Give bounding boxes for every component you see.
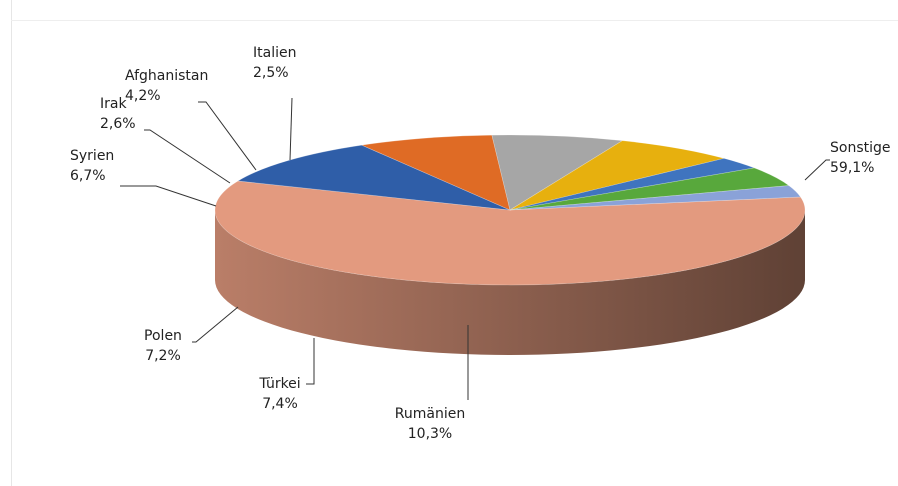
slice-sonstige <box>214 180 806 286</box>
category-label: Rumänien <box>395 406 465 422</box>
category-label: Sonstige <box>830 140 891 156</box>
value-label: 2,6% <box>100 116 136 132</box>
data-label-irak: Irak 2,6% <box>100 96 136 132</box>
category-label: Türkei <box>258 376 300 392</box>
value-label: 10,3% <box>408 426 452 442</box>
frame-border-top <box>11 20 898 21</box>
category-label: Irak <box>100 96 127 112</box>
category-label: Italien <box>253 45 296 61</box>
value-label: 7,2% <box>145 348 181 364</box>
leader-line-turkei <box>306 338 315 385</box>
leader-line-sonstige <box>804 159 830 181</box>
data-label-rumanien: Rumänien 10,3% <box>395 406 465 442</box>
leader-line-afghanistan <box>198 101 257 171</box>
leader-line-irak <box>144 129 231 184</box>
data-label-sonstige: Sonstige 59,1% <box>830 140 891 176</box>
leader-line-polen <box>192 306 239 343</box>
slice-side-sonstige <box>215 210 805 355</box>
value-label: 7,4% <box>262 396 298 412</box>
slice-turkei <box>360 134 511 211</box>
leader-line-italien <box>289 97 293 161</box>
pie-sides <box>215 210 805 355</box>
data-labels: Sonstige 59,1% Rumänien 10,3% Türkei 7,4% Pole… <box>70 45 891 442</box>
slice-rumanien <box>237 144 511 211</box>
frame-border-left <box>11 0 12 486</box>
slice-afghanistan <box>509 167 790 211</box>
leader-line-syrien <box>120 185 217 207</box>
data-label-polen: Polen 7,2% <box>144 328 182 364</box>
pie-tops <box>214 134 806 286</box>
category-label: Polen <box>144 328 182 344</box>
category-label: Syrien <box>70 148 114 164</box>
data-label-italien: Italien 2,5% <box>253 45 296 81</box>
slice-italien <box>509 185 802 211</box>
value-label: 4,2% <box>125 88 161 104</box>
category-label: Afghanistan <box>125 68 208 84</box>
slice-syrien <box>509 140 725 211</box>
value-label: 2,5% <box>253 65 289 81</box>
slice-irak <box>509 158 756 211</box>
value-label: 59,1% <box>830 160 874 176</box>
label-leaders <box>120 97 830 400</box>
value-label: 6,7% <box>70 168 106 184</box>
slice-polen <box>491 134 624 211</box>
data-label-afghanistan: Afghanistan 4,2% <box>125 68 208 104</box>
data-label-turkei: Türkei 7,4% <box>258 376 300 412</box>
data-label-syrien: Syrien 6,7% <box>70 148 114 184</box>
